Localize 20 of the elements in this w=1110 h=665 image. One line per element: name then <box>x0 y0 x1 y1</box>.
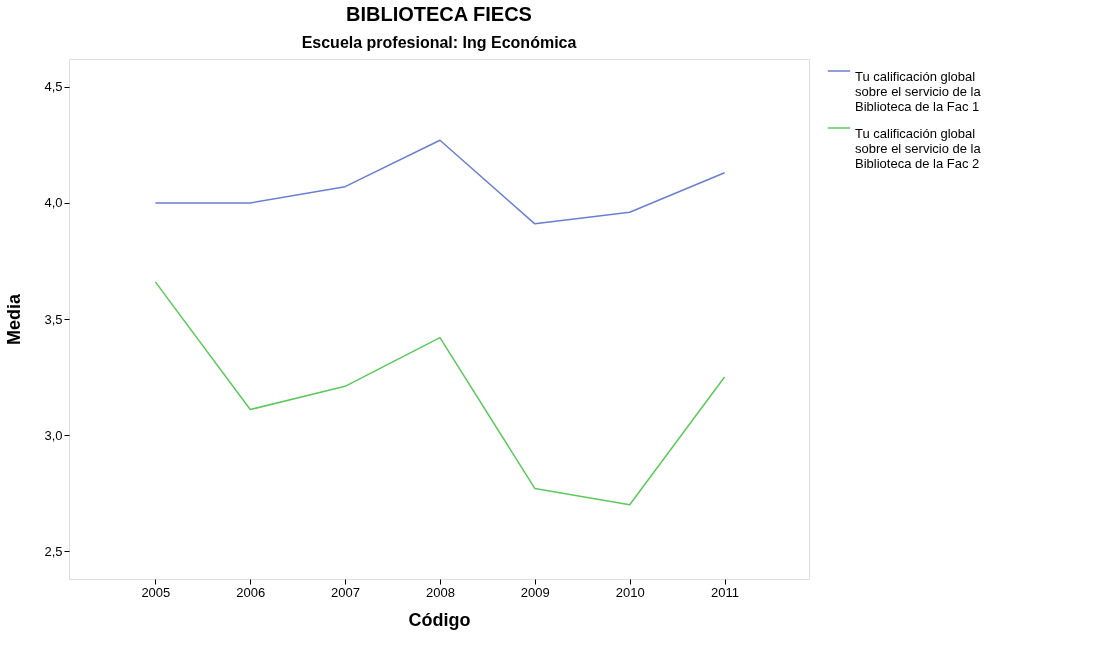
legend-label: Tu calificación global sobre el servicio de la Biblioteca de la Fac 1 <box>855 69 982 114</box>
line-series <box>154 281 726 506</box>
y-axis-title: Media <box>4 293 25 346</box>
x-axis-title: Código <box>408 609 471 630</box>
x-tick-label: 2007 <box>331 584 361 600</box>
y-tick-label: 2,5 <box>44 543 63 559</box>
y-tick-label: 4,5 <box>44 79 63 95</box>
y-tick-label: 3,5 <box>44 311 63 327</box>
chart-title: BIBLIOTECA FIECS <box>346 3 532 25</box>
chart-subtitle: Escuela profesional: Ing Económica <box>301 34 577 51</box>
y-tick-label: 4,0 <box>44 195 63 211</box>
x-tick-label: 2009 <box>520 584 550 600</box>
y-tick-label: 3,0 <box>44 427 63 443</box>
legend-label: Tu calificación global sobre el servicio de la Biblioteca de la Fac 2 <box>855 126 982 171</box>
x-tick-label: 2008 <box>425 584 455 600</box>
line-series <box>154 139 726 225</box>
x-tick-label: 2005 <box>141 584 171 600</box>
x-tick-label: 2010 <box>615 584 645 600</box>
x-tick-label: 2011 <box>711 584 740 600</box>
x-tick-label: 2006 <box>236 584 266 600</box>
